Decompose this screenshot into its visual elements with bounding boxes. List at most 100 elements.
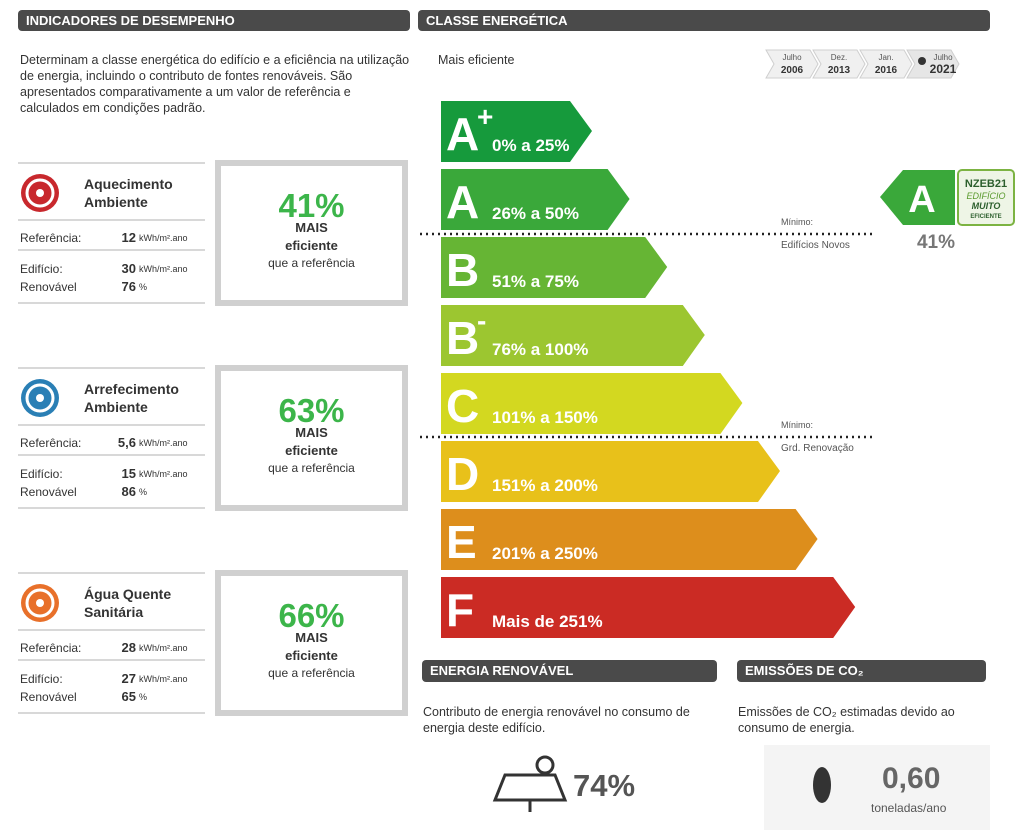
row-label: Renovável bbox=[20, 485, 77, 499]
renewable-value: 74% bbox=[573, 768, 636, 803]
class-arrow bbox=[441, 373, 743, 434]
row-value: 65 bbox=[121, 689, 136, 704]
indicator-title: Água Quente Sanitária bbox=[84, 586, 172, 620]
indicator-icon-inner bbox=[25, 588, 55, 618]
class-letter: F bbox=[446, 584, 474, 636]
ribbon-icon bbox=[918, 57, 926, 65]
class-range: 201% a 250% bbox=[492, 544, 598, 563]
class-arrow bbox=[441, 101, 592, 162]
indicator-icon-inner bbox=[25, 383, 55, 413]
class-superscript: - bbox=[477, 305, 486, 336]
timeline-year: 2013 bbox=[828, 65, 851, 76]
class-arrow bbox=[441, 441, 780, 502]
row-label: Referência: bbox=[20, 231, 82, 245]
class-letter: E bbox=[446, 516, 477, 568]
row-unit: % bbox=[139, 487, 148, 497]
minimum-label: Mínimo: bbox=[781, 420, 813, 430]
section-header: INDICADORES DE DESEMPENHO bbox=[18, 10, 410, 31]
class-letter: B bbox=[446, 244, 479, 296]
row-label: Referência: bbox=[20, 436, 82, 450]
row-value: 27 bbox=[121, 671, 136, 686]
indicator-icon-hub bbox=[36, 189, 44, 197]
row-label: Edifício: bbox=[20, 672, 63, 686]
renewable-text: Contributo de energia renovável no consu… bbox=[423, 705, 690, 735]
timeline-year: 2016 bbox=[875, 65, 898, 76]
row-unit: kWh/m².ano bbox=[139, 469, 188, 479]
class-arrow bbox=[441, 237, 668, 298]
row-unit: % bbox=[139, 692, 148, 702]
timeline-year: 2006 bbox=[781, 65, 804, 76]
line3: que a referência bbox=[268, 666, 355, 680]
row-unit: kWh/m².ano bbox=[139, 674, 188, 684]
timeline-chevron bbox=[906, 49, 960, 79]
percent: 41% bbox=[278, 187, 345, 224]
indicator-icon-hub bbox=[36, 394, 44, 402]
class-arrow bbox=[441, 305, 705, 366]
row-unit: kWh/m².ano bbox=[139, 264, 188, 274]
more-efficient: Mais eficiente bbox=[438, 53, 515, 67]
section-header: EMISSÕES DE CO₂ bbox=[737, 660, 986, 682]
row-value: 15 bbox=[121, 466, 136, 481]
row-unit: % bbox=[139, 282, 148, 292]
timeline-year: 2021 bbox=[930, 62, 957, 76]
timeline-month: Julho bbox=[933, 53, 953, 62]
percent: 66% bbox=[278, 597, 345, 634]
indicator-title: Arrefecimento Ambiente bbox=[84, 381, 179, 415]
result-percent: 41% bbox=[917, 232, 955, 253]
class-letter: D bbox=[446, 448, 479, 500]
row-label: Edifício: bbox=[20, 262, 63, 276]
row-value: 12 bbox=[121, 230, 136, 245]
timeline-month: Jan. bbox=[878, 53, 893, 62]
timeline-chevron bbox=[812, 49, 866, 79]
indicator-title: Aquecimento Ambiente bbox=[84, 176, 173, 210]
nzeb-line: EDIFÍCIO bbox=[966, 191, 1005, 201]
line2: eficiente bbox=[285, 443, 338, 458]
class-arrow bbox=[441, 577, 856, 638]
result-letter: A bbox=[908, 179, 935, 221]
line1: MAIS bbox=[295, 425, 328, 440]
timeline-chevron bbox=[765, 49, 819, 79]
nzeb-line: MUITO bbox=[972, 201, 1001, 211]
class-range: 101% a 150% bbox=[492, 408, 598, 427]
row-value: 86 bbox=[121, 484, 136, 499]
row-value: 5,6 bbox=[117, 435, 136, 450]
row-value: 30 bbox=[121, 261, 136, 276]
class-range: Mais de 251% bbox=[492, 612, 603, 631]
indicator-icon-hub bbox=[36, 599, 44, 607]
class-letter: A bbox=[446, 176, 479, 228]
line3: que a referência bbox=[268, 256, 355, 270]
line1: MAIS bbox=[295, 220, 328, 235]
class-arrow bbox=[441, 169, 630, 230]
line1: MAIS bbox=[295, 630, 328, 645]
emissions-box bbox=[764, 745, 990, 830]
nzeb-line: NZEB21 bbox=[965, 178, 1007, 190]
nzeb-line: EFICIENTE bbox=[970, 214, 1001, 220]
class-range: 76% a 100% bbox=[492, 340, 588, 359]
section-header: CLASSE ENERGÉTICA bbox=[418, 10, 990, 31]
timeline-month: Julho bbox=[782, 53, 802, 62]
section-header: ENERGIA RENOVÁVEL bbox=[422, 660, 717, 682]
row-label: Renovável bbox=[20, 690, 77, 704]
result-arrow bbox=[880, 170, 955, 225]
class-letter: B bbox=[446, 312, 479, 364]
line2: eficiente bbox=[285, 238, 338, 253]
timeline-chevron bbox=[859, 49, 913, 79]
row-label: Referência: bbox=[20, 641, 82, 655]
result-box bbox=[215, 570, 408, 716]
row-value: 76 bbox=[121, 279, 136, 294]
result-box bbox=[215, 365, 408, 511]
class-arrow bbox=[441, 509, 818, 570]
emissions-unit: toneladas/ano bbox=[871, 801, 947, 815]
class-superscript: + bbox=[477, 101, 493, 132]
minimum-text: Edifícios Novos bbox=[781, 240, 850, 251]
nzeb-badge bbox=[957, 169, 1015, 226]
line2: eficiente bbox=[285, 648, 338, 663]
row-value: 28 bbox=[121, 640, 136, 655]
timeline-month: Dez. bbox=[831, 53, 847, 62]
emissions-value: 0,60 bbox=[882, 762, 941, 795]
indicator-icon-inner bbox=[25, 178, 55, 208]
emissions-text: Emissões de CO₂ estimadas devido ao cons… bbox=[738, 705, 955, 735]
class-range: 26% a 50% bbox=[492, 204, 579, 223]
